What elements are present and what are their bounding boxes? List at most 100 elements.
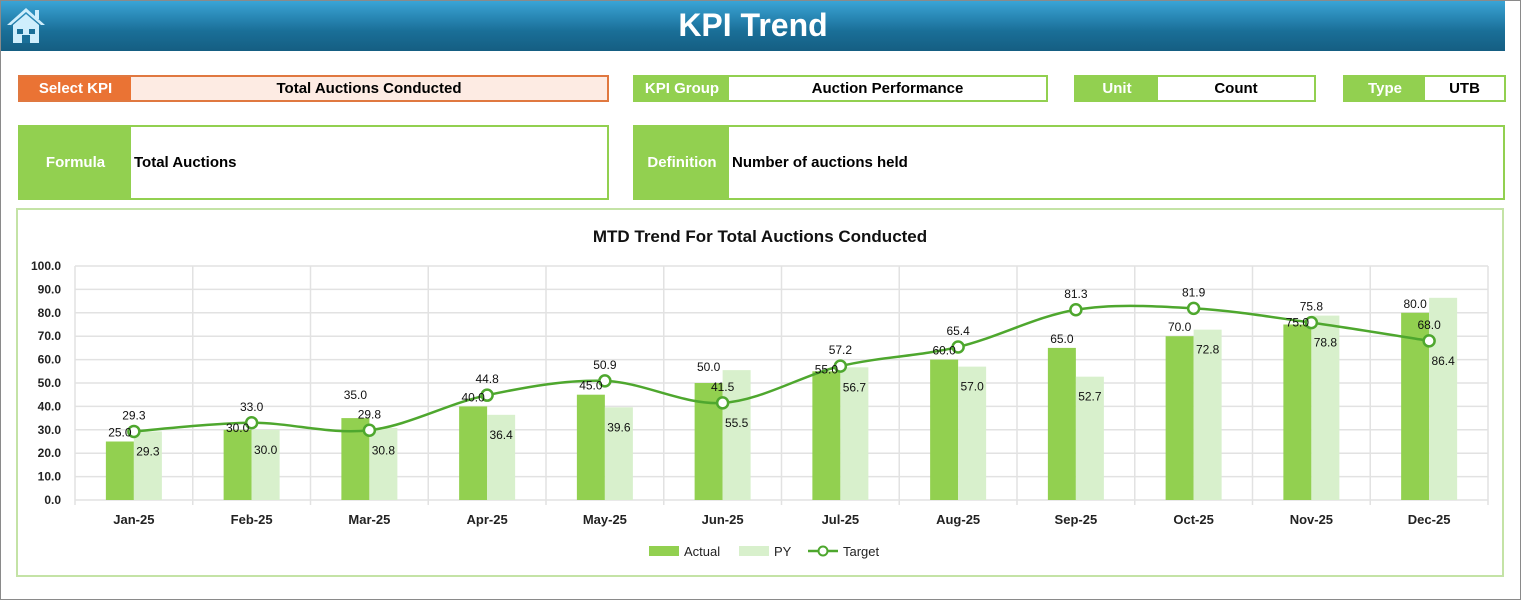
y-tick-label: 80.0: [38, 306, 62, 320]
target-data-label: 50.9: [593, 358, 617, 372]
formula-field: Formula Total Auctions: [18, 125, 609, 200]
chart-container: MTD Trend For Total Auctions Conducted: [16, 208, 1504, 577]
y-tick-label: 70.0: [38, 329, 62, 343]
actual-data-label: 60.0: [932, 344, 956, 358]
actual-bar: [930, 359, 959, 500]
target-data-label: 81.3: [1064, 287, 1088, 301]
target-data-label: 57.2: [829, 343, 853, 357]
definition-field: Definition Number of auctions held: [633, 125, 1505, 200]
kpi-group-label: KPI Group: [635, 77, 729, 100]
target-marker: [480, 388, 494, 402]
formula-label: Formula: [20, 127, 131, 198]
type-value: UTB: [1425, 77, 1504, 100]
target-data-label: 41.5: [711, 380, 735, 394]
target-data-label: 68.0: [1417, 318, 1441, 332]
x-tick-label: Jun-25: [702, 512, 744, 527]
py-data-label: 55.5: [725, 416, 749, 430]
legend-target-marker: [817, 545, 829, 557]
actual-data-label: 70.0: [1168, 320, 1192, 334]
x-tick-label: Apr-25: [467, 512, 508, 527]
type-field: Type UTB: [1343, 75, 1506, 102]
actual-data-label: 25.0: [108, 426, 132, 440]
x-tick-label: Jan-25: [113, 512, 154, 527]
legend-target-label: Target: [843, 544, 880, 559]
y-tick-label: 60.0: [38, 353, 62, 367]
py-bar: [722, 370, 751, 500]
target-data-label: 29.8: [358, 407, 382, 421]
y-tick-label: 90.0: [38, 282, 62, 296]
select-kpi-dropdown[interactable]: Total Auctions Conducted: [131, 77, 607, 100]
actual-data-label: 55.0: [815, 362, 839, 376]
target-marker: [715, 396, 730, 410]
py-bar: [1429, 297, 1458, 500]
legend-actual-swatch: [649, 546, 679, 556]
y-tick-label: 50.0: [38, 376, 62, 390]
target-marker: [1186, 301, 1201, 316]
x-tick-label: Dec-25: [1408, 512, 1451, 527]
target-data-label: 44.8: [475, 372, 499, 386]
x-tick-label: Jul-25: [822, 512, 860, 527]
py-data-label: 29.3: [136, 444, 160, 458]
py-data-label: 78.8: [1314, 336, 1338, 350]
x-tick-label: Oct-25: [1173, 512, 1213, 527]
x-tick-label: Sep-25: [1055, 512, 1098, 527]
target-marker: [1069, 303, 1083, 317]
x-tick-label: May-25: [583, 512, 627, 527]
py-bar: [604, 407, 633, 500]
y-tick-label: 10.0: [38, 470, 62, 484]
y-tick-label: 30.0: [38, 423, 62, 437]
actual-data-label: 80.0: [1403, 297, 1427, 311]
actual-bar: [1165, 336, 1194, 500]
home-icon[interactable]: [5, 5, 47, 45]
definition-label: Definition: [635, 127, 729, 198]
target-data-label: 75.8: [1300, 300, 1324, 314]
actual-data-label: 75.0: [1286, 316, 1310, 330]
unit-value: Count: [1158, 77, 1314, 100]
legend-py-label: PY: [774, 544, 792, 559]
py-data-label: 36.4: [489, 428, 513, 442]
legend-py-swatch: [739, 546, 769, 556]
legend-actual-label: Actual: [684, 544, 720, 559]
actual-bar: [105, 441, 134, 500]
target-data-label: 29.3: [122, 408, 146, 422]
py-bar: [1075, 376, 1104, 500]
target-data-label: 65.4: [946, 324, 970, 338]
py-data-label: 30.0: [254, 443, 278, 457]
actual-bar: [812, 371, 841, 500]
target-marker: [127, 424, 141, 439]
page-title: KPI Trend: [678, 7, 828, 43]
x-tick-label: Feb-25: [231, 512, 273, 527]
py-bar: [251, 429, 280, 500]
target-marker: [1304, 315, 1319, 330]
select-kpi-field[interactable]: Select KPI Total Auctions Conducted: [18, 75, 609, 102]
header-bar: KPI Trend: [1, 1, 1505, 51]
py-data-label: 39.6: [607, 420, 631, 434]
chart-title: MTD Trend For Total Auctions Conducted: [592, 227, 928, 246]
py-bar: [1193, 329, 1222, 500]
py-data-label: 86.4: [1431, 354, 1455, 368]
py-bar: [133, 431, 162, 500]
x-tick-label: Mar-25: [348, 512, 390, 527]
definition-value: Number of auctions held: [729, 127, 1503, 198]
actual-data-label: 30.0: [226, 421, 250, 435]
x-tick-label: Aug-25: [936, 512, 980, 527]
py-data-label: 30.8: [372, 443, 396, 457]
py-data-label: 56.7: [843, 380, 867, 394]
select-kpi-label: Select KPI: [20, 77, 131, 100]
target-data-label: 81.9: [1182, 285, 1206, 299]
target-marker: [833, 359, 848, 373]
unit-field: Unit Count: [1074, 75, 1316, 102]
py-bar: [369, 427, 398, 500]
kpi-group-value: Auction Performance: [729, 77, 1046, 100]
actual-data-label: 40.0: [461, 390, 485, 404]
py-data-label: 72.8: [1196, 343, 1220, 357]
formula-value: Total Auctions: [131, 127, 607, 198]
unit-label: Unit: [1076, 77, 1158, 100]
actual-data-label: 50.0: [697, 360, 721, 374]
y-tick-label: 0.0: [44, 493, 61, 507]
actual-bar: [1047, 347, 1076, 500]
type-label: Type: [1345, 77, 1425, 100]
py-data-label: 57.0: [960, 380, 984, 394]
y-tick-label: 40.0: [38, 399, 62, 413]
